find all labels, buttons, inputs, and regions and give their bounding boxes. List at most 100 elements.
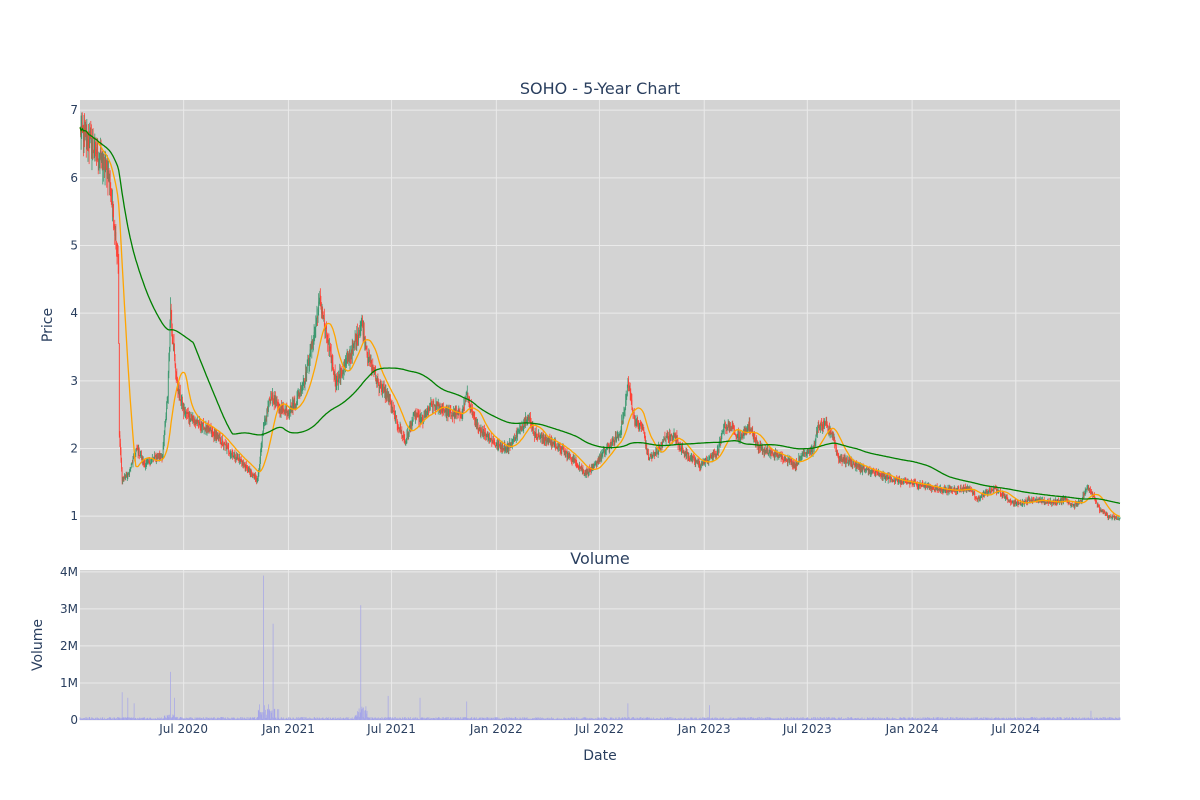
volume-bar (282, 718, 284, 720)
candle-body (217, 434, 219, 436)
volume-bar (625, 718, 627, 720)
volume-bar (697, 719, 698, 720)
candle-body (263, 426, 264, 432)
volume-bar (215, 718, 217, 720)
candle-body (295, 404, 297, 407)
candle-body (486, 435, 488, 437)
candle-body (196, 421, 198, 425)
candle-body (187, 413, 189, 418)
volume-bar (367, 717, 368, 720)
candle-body (280, 405, 282, 413)
candle-body (423, 421, 424, 423)
candle-body (923, 485, 925, 487)
volume-bar (589, 717, 591, 720)
candle-body (987, 492, 989, 494)
volume-bar (435, 718, 436, 720)
volume-bar (685, 717, 687, 720)
candle-body (730, 427, 732, 431)
volume-bar (190, 717, 192, 720)
volume-bar (397, 717, 399, 720)
candle-body (704, 461, 706, 463)
volume-bar (288, 717, 289, 720)
volume-bar (572, 717, 574, 720)
volume-bar (396, 718, 398, 720)
volume-bar (579, 718, 580, 720)
volume-bar (722, 717, 724, 720)
volume-bar (679, 718, 681, 720)
volume-bar (400, 718, 402, 720)
candle-body (445, 407, 447, 411)
candle-body (1103, 511, 1105, 513)
candle-body (159, 456, 161, 458)
volume-bar (726, 718, 727, 720)
candle-body (376, 378, 378, 384)
volume-bar (619, 717, 620, 720)
candle-body (171, 327, 173, 337)
candle-body (113, 216, 114, 228)
candle-body (109, 180, 110, 182)
candle-body (829, 431, 831, 434)
volume-bar (221, 717, 223, 720)
volume-bar (656, 718, 657, 720)
volume-bar (120, 719, 122, 720)
candle-body (1001, 493, 1002, 495)
candle-body (182, 401, 183, 409)
volume-bar (222, 717, 224, 720)
volume-bar (506, 718, 508, 720)
candle-body (511, 440, 513, 446)
candle-body (655, 451, 657, 453)
candle-body (939, 488, 941, 491)
candle-body (179, 392, 181, 396)
volume-bar (355, 715, 357, 720)
candle-body (808, 451, 810, 452)
candle-body (889, 477, 891, 480)
candle-body (317, 309, 319, 319)
candle-body (956, 491, 958, 492)
candle-body (326, 328, 327, 338)
candle-body (138, 449, 140, 456)
volume-bar (189, 718, 190, 720)
candle-body (781, 455, 783, 459)
candle-body (628, 379, 629, 385)
volume-bar (707, 718, 709, 720)
candle-body (402, 435, 404, 437)
candle-body (379, 386, 380, 389)
candle-body (379, 386, 381, 388)
candle-body (542, 434, 544, 439)
volume-bar (299, 718, 301, 720)
volume-bar (303, 717, 305, 720)
candle-body (755, 437, 756, 443)
volume-bar (587, 718, 588, 720)
candle-body (198, 422, 200, 425)
volume-bar (801, 717, 802, 720)
candle-body (712, 456, 714, 458)
volume-bar (753, 718, 755, 720)
candle-body (896, 479, 898, 480)
volume-bar (484, 717, 486, 720)
volume-bar (567, 719, 568, 720)
volume-bar (337, 717, 339, 720)
candle-body (309, 349, 311, 360)
candle-body (928, 484, 930, 489)
candle-body (664, 437, 666, 440)
volume-bar (129, 718, 130, 720)
volume-bar (654, 718, 656, 720)
volume-bar (629, 719, 631, 720)
volume-bar (165, 717, 166, 720)
candle-body (596, 462, 597, 466)
candle-body (342, 371, 344, 373)
volume-bar (144, 717, 145, 720)
volume-bar (495, 717, 497, 720)
volume-bar (141, 718, 142, 720)
candle-body (806, 451, 808, 453)
candle-body (342, 371, 343, 375)
volume-bar (518, 717, 520, 720)
candle-body (933, 489, 935, 490)
candle-body (186, 411, 187, 414)
candle-body (475, 422, 477, 425)
candle-body (286, 412, 288, 414)
candle-body (947, 491, 948, 493)
candle-body (996, 489, 997, 493)
volume-bar (241, 717, 243, 720)
